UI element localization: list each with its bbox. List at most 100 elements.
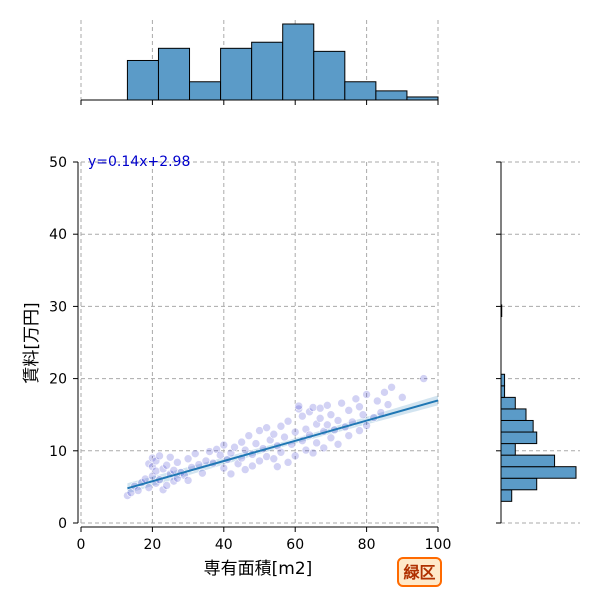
- right-histogram-bar: [500, 466, 577, 479]
- regression-line: [127, 399, 439, 490]
- scatter-point: [280, 432, 289, 442]
- scatter-point: [158, 485, 168, 495]
- scatter-point: [290, 427, 300, 437]
- right-histogram-bar: [500, 477, 538, 491]
- y-tick-label: 10: [49, 444, 67, 460]
- ward-badge-label: 緑区: [403, 563, 435, 582]
- scatter-point: [133, 486, 143, 495]
- regression-line-path: [127, 399, 439, 490]
- y-axis-ticks: 0 10 20 30 40 50: [49, 155, 78, 532]
- top-histogram: [80, 20, 439, 105]
- top-histogram-bar: [344, 81, 377, 101]
- scatter-point: [165, 452, 175, 462]
- x-tick-label: 60: [286, 537, 304, 553]
- scatter-point: [362, 390, 371, 399]
- y-tick-label: 30: [49, 299, 67, 315]
- scatter-point: [269, 429, 279, 439]
- right-histogram: [496, 161, 580, 524]
- scatter-point: [355, 402, 364, 412]
- right-histogram-bar: [500, 373, 506, 387]
- scatter-point: [373, 396, 382, 406]
- y-tick-label: 0: [58, 516, 67, 532]
- scatter-point: [183, 476, 193, 485]
- scatter-point: [326, 433, 336, 443]
- scatter-point: [308, 403, 318, 412]
- scatter-point: [151, 466, 161, 476]
- scatter-point: [219, 440, 229, 450]
- scatter-point: [387, 382, 396, 392]
- scatter-point: [201, 456, 211, 466]
- scatter-point: [301, 445, 311, 455]
- right-histogram-bar: [500, 454, 556, 468]
- scatter-point: [169, 476, 179, 486]
- scatter-point: [158, 464, 168, 474]
- top-histogram-bar: [282, 23, 315, 101]
- scatter-point: [319, 443, 329, 453]
- scatter-point: [151, 456, 161, 466]
- scatter-point: [290, 451, 300, 461]
- scatter-point: [315, 403, 325, 413]
- main-plot: 0 20 40 60 80 100 0 10 20 30 40 50 y=0.14x+2.98 専有…: [22, 154, 451, 579]
- top-histogram-ticks: [80, 100, 439, 105]
- scatter-point: [148, 453, 157, 463]
- x-tick-label: 40: [215, 537, 233, 553]
- scatter-point: [269, 454, 279, 464]
- scatter-point: [173, 458, 182, 467]
- scatter-point: [123, 491, 132, 500]
- right-histogram-bar: [500, 431, 538, 445]
- top-histogram-bar: [157, 47, 191, 101]
- scatter-point: [169, 465, 179, 475]
- scatter-point: [333, 440, 343, 449]
- right-histogram-grid: [501, 161, 580, 524]
- scatter-point: [305, 407, 314, 417]
- scatter-point: [190, 449, 200, 458]
- scatter-point: [333, 416, 343, 425]
- top-histogram-bars: [126, 23, 439, 101]
- scatter-point: [308, 448, 318, 458]
- top-histogram-bar: [251, 41, 284, 101]
- scatter-point: [248, 461, 257, 471]
- scatter-point: [351, 394, 361, 404]
- scatter-point: [205, 447, 214, 456]
- scatter-point: [255, 456, 264, 466]
- scatter-point: [198, 468, 207, 478]
- scatter-point: [219, 463, 229, 473]
- y-axis-title: 賃料[万円]: [22, 302, 42, 383]
- scatter-point: [380, 388, 389, 397]
- scatter-point: [323, 420, 332, 430]
- scatter-point: [262, 452, 271, 461]
- right-histogram-bar: [500, 408, 527, 421]
- scatter-point: [240, 465, 250, 474]
- scatter-point: [251, 439, 261, 448]
- y-tick-label: 20: [49, 372, 67, 388]
- top-histogram-bar: [126, 59, 159, 101]
- scatter-point: [283, 416, 293, 426]
- x-axis-ticks: 0 20 40 60 80 100: [77, 527, 451, 553]
- scatter-point: [230, 442, 239, 452]
- scatter-point: [255, 426, 264, 435]
- scatter-point: [126, 488, 136, 497]
- scatter-point: [262, 423, 271, 432]
- scatter-point: [298, 411, 307, 421]
- scatter-point: [215, 450, 225, 460]
- scatter-point: [397, 393, 407, 402]
- right-histogram-bar: [500, 443, 516, 456]
- scatter-point: [283, 458, 293, 467]
- scatter-point: [337, 398, 346, 408]
- scatter-point: [294, 401, 304, 411]
- top-histogram-bar: [313, 50, 346, 101]
- scatter-point: [144, 483, 154, 492]
- right-histogram-bar: [500, 396, 516, 410]
- right-histogram-bar: [500, 385, 506, 398]
- scatter-point: [240, 445, 250, 455]
- x-axis-title: 専有面積[m2]: [204, 559, 313, 579]
- scatter-point: [315, 414, 325, 423]
- scatter-point: [358, 410, 368, 420]
- main-grid: [80, 161, 439, 524]
- scatter-point: [362, 421, 371, 430]
- scatter-point: [148, 471, 157, 481]
- right-histogram-bars: [500, 304, 577, 502]
- scatter-point: [244, 431, 254, 440]
- scatter-point: [323, 401, 332, 410]
